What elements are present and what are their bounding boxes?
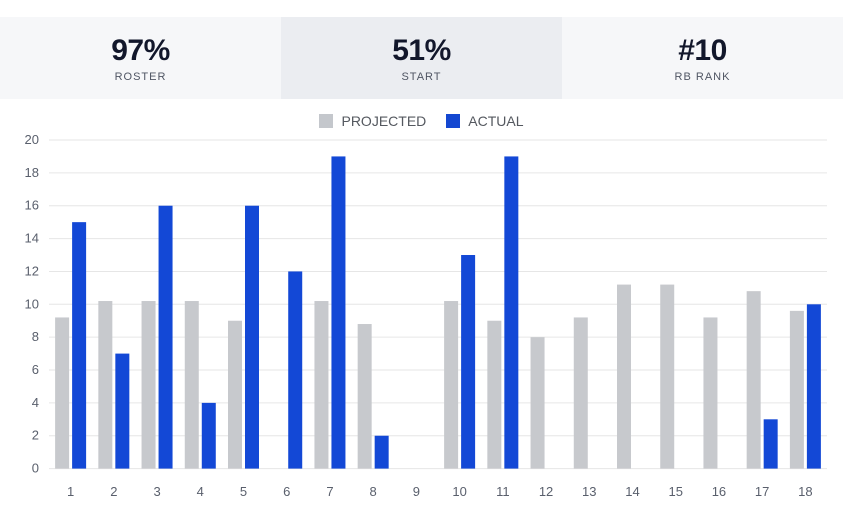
svg-text:18: 18 [798, 484, 812, 499]
svg-text:8: 8 [32, 329, 39, 344]
svg-text:5: 5 [240, 484, 247, 499]
svg-text:12: 12 [25, 263, 39, 278]
svg-text:13: 13 [582, 484, 596, 499]
svg-text:10: 10 [452, 484, 466, 499]
svg-text:6: 6 [32, 362, 39, 377]
svg-text:6: 6 [283, 484, 290, 499]
svg-text:8: 8 [370, 484, 377, 499]
svg-text:17: 17 [755, 484, 769, 499]
svg-text:0: 0 [32, 461, 39, 476]
svg-text:9: 9 [413, 484, 420, 499]
svg-text:12: 12 [539, 484, 553, 499]
svg-text:15: 15 [668, 484, 682, 499]
svg-text:10: 10 [25, 296, 39, 311]
svg-text:4: 4 [197, 484, 204, 499]
svg-text:14: 14 [625, 484, 639, 499]
svg-text:14: 14 [25, 231, 39, 246]
svg-text:2: 2 [32, 428, 39, 443]
svg-text:16: 16 [712, 484, 726, 499]
svg-text:3: 3 [153, 484, 160, 499]
svg-text:7: 7 [326, 484, 333, 499]
svg-text:16: 16 [25, 198, 39, 213]
svg-text:18: 18 [25, 165, 39, 180]
svg-text:4: 4 [32, 395, 39, 410]
svg-text:1: 1 [67, 484, 74, 499]
svg-text:11: 11 [496, 484, 510, 499]
svg-text:2: 2 [110, 484, 117, 499]
svg-text:20: 20 [25, 135, 39, 147]
